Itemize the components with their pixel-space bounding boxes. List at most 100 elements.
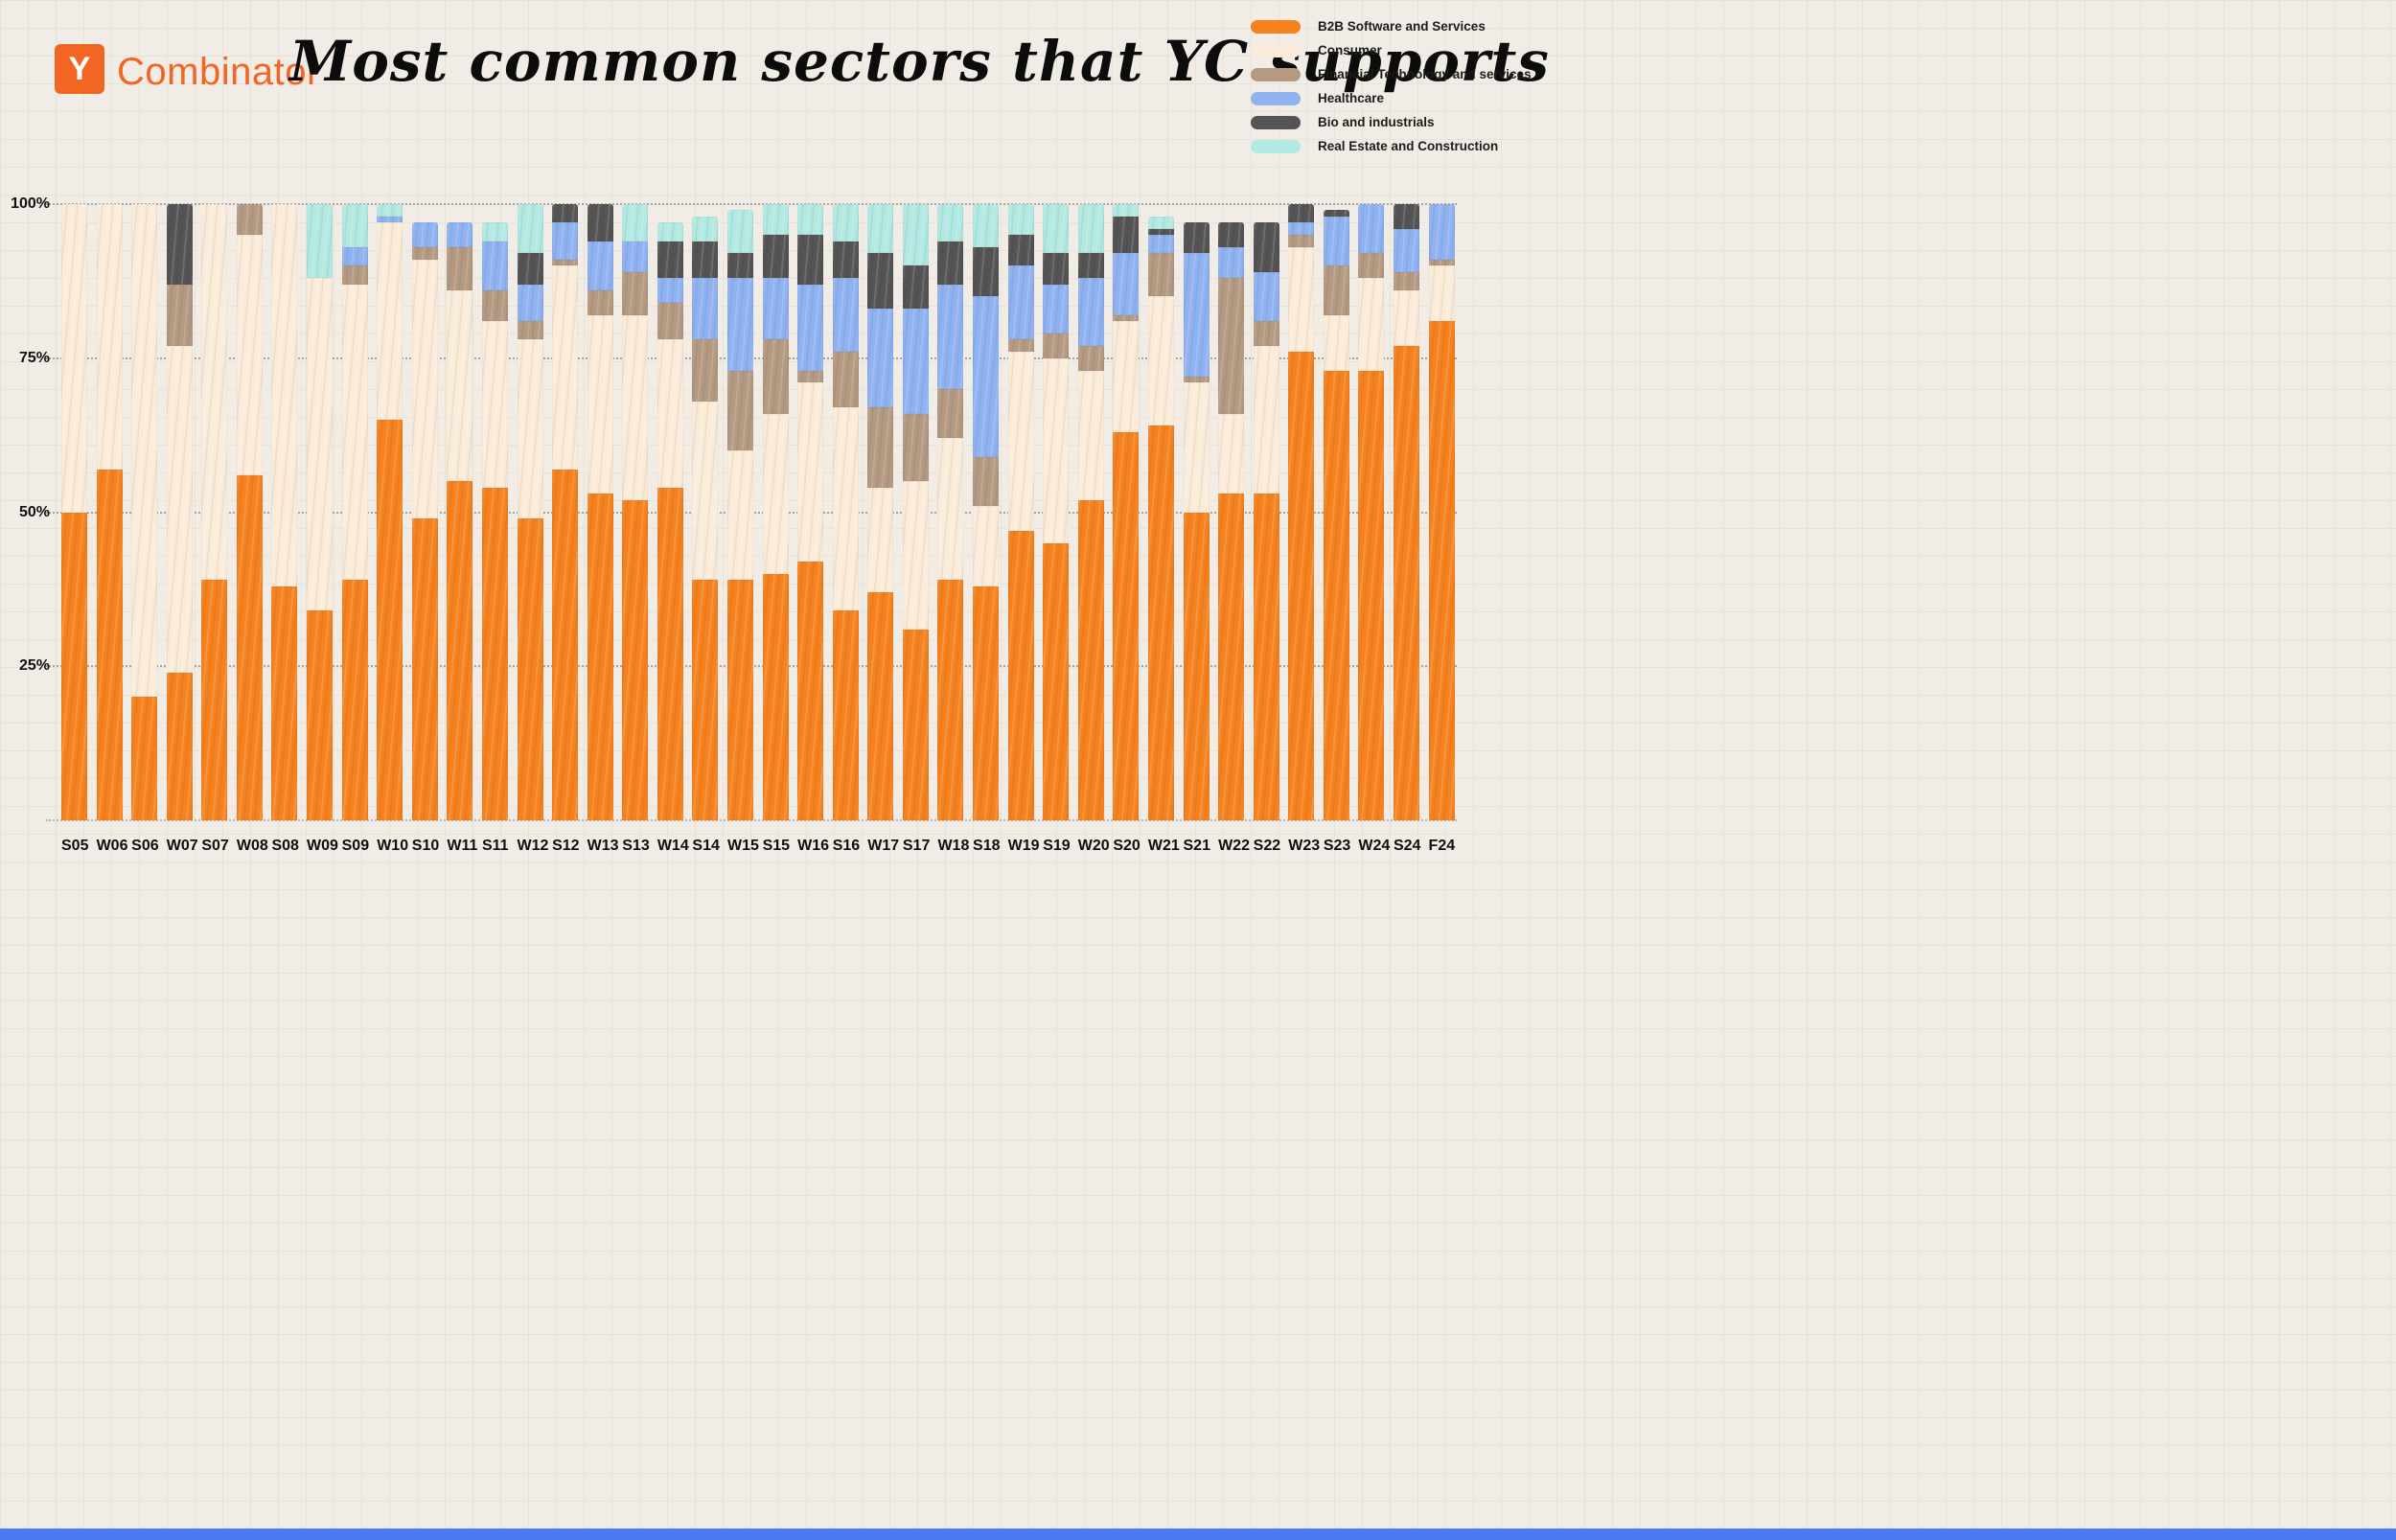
x-axis-label: S13 (622, 838, 650, 854)
x-axis-label: W13 (587, 838, 619, 854)
bar-segment (517, 321, 543, 340)
x-axis-label: S12 (552, 838, 580, 854)
bar-segment (377, 222, 403, 421)
stacked-bar (1253, 204, 1279, 820)
stacked-bar (236, 204, 263, 820)
legend-label: Real Estate and Construction (1318, 139, 1499, 153)
bar-segment (1218, 494, 1245, 820)
stacked-bar (271, 204, 298, 820)
stacked-bar (166, 204, 193, 820)
bar-segment (411, 517, 438, 820)
bar-segment (166, 672, 193, 820)
bar-segment (657, 487, 683, 820)
legend-item: B2B Software and Services (1251, 19, 1532, 34)
bar-segment (867, 592, 894, 820)
x-axis-label: W09 (307, 838, 338, 854)
bar-segment (517, 339, 543, 518)
x-axis-label: W23 (1288, 838, 1321, 854)
bar-segment (1007, 235, 1034, 266)
bar-segment (973, 296, 1000, 457)
bar-segment (1288, 352, 1315, 820)
bar-segment (307, 278, 334, 611)
bar-segment (1393, 204, 1419, 229)
bar-segment (762, 573, 789, 820)
bar-segment (1077, 204, 1104, 254)
bar-segment (96, 204, 123, 470)
bar-segment (797, 370, 824, 383)
bar-segment (552, 259, 579, 266)
bar-segment (236, 474, 263, 820)
bar-segment (411, 222, 438, 248)
gridline (46, 203, 1457, 205)
bar-segment (1288, 235, 1315, 248)
bar-segment (481, 321, 508, 488)
yc-logo: Y (55, 44, 104, 94)
x-axis-label: S18 (973, 838, 1001, 854)
bar-segment (937, 241, 964, 285)
bars-container (59, 204, 1457, 820)
legend-label: Consumer (1318, 43, 1382, 57)
legend-swatch (1251, 19, 1301, 34)
bar-segment (1288, 204, 1315, 223)
bar-segment (692, 580, 719, 820)
bar-segment (341, 204, 368, 248)
stacked-bar (481, 204, 508, 820)
bar-segment (1218, 278, 1245, 414)
bar-segment (411, 247, 438, 260)
bar-segment (1428, 259, 1455, 266)
bar-segment (937, 438, 964, 581)
legend-swatch (1251, 43, 1301, 57)
stacked-bar (552, 204, 579, 820)
bar-segment (1113, 321, 1140, 432)
bar-segment (131, 204, 158, 698)
bar-segment (762, 339, 789, 414)
x-axis-label: F24 (1428, 838, 1456, 854)
bar-segment (902, 481, 929, 630)
stacked-bar (341, 204, 368, 820)
bar-segment (902, 413, 929, 482)
stacked-bar (622, 204, 649, 820)
bar-segment (341, 265, 368, 285)
x-axis-label: S20 (1113, 838, 1140, 854)
bar-segment (1253, 494, 1279, 820)
bar-segment (692, 278, 719, 340)
bar-segment (236, 235, 263, 475)
bar-segment (1253, 222, 1279, 272)
stacked-bar (1358, 204, 1385, 820)
legend-label: Healthcare (1318, 91, 1385, 105)
bar-segment (832, 407, 859, 611)
stacked-bar (411, 204, 438, 820)
bar-segment (1077, 370, 1104, 500)
stacked-bar (1147, 204, 1174, 820)
bar-segment (622, 271, 649, 315)
bar-segment (201, 204, 228, 581)
legend-item: Consumer (1251, 43, 1532, 57)
bar-segment (1428, 321, 1455, 820)
bar-segment (1147, 425, 1174, 820)
x-axis-label: W06 (96, 838, 128, 854)
bar-segment (1147, 216, 1174, 229)
stacked-bar (96, 204, 123, 820)
stacked-bar (832, 204, 859, 820)
bar-segment (1113, 204, 1140, 217)
x-axis-label: W18 (937, 838, 970, 854)
bar-segment (1393, 271, 1419, 291)
bar-segment (832, 352, 859, 408)
bar-segment (726, 253, 753, 279)
x-axis-label: W17 (867, 838, 900, 854)
bar-segment (1323, 265, 1349, 315)
x-axis-label: W11 (447, 838, 478, 854)
bar-segment (131, 697, 158, 820)
bar-segment (1147, 235, 1174, 254)
bar-segment (1043, 253, 1070, 285)
bar-segment (341, 284, 368, 581)
x-axis-label: S15 (762, 838, 791, 854)
bar-segment (377, 204, 403, 217)
stacked-bar (973, 204, 1000, 820)
bar-segment (481, 241, 508, 291)
bar-segment (377, 420, 403, 820)
x-axis-label: W08 (236, 838, 268, 854)
stacked-bar (1077, 204, 1104, 820)
bar-segment (552, 222, 579, 260)
bar-segment (1113, 253, 1140, 315)
